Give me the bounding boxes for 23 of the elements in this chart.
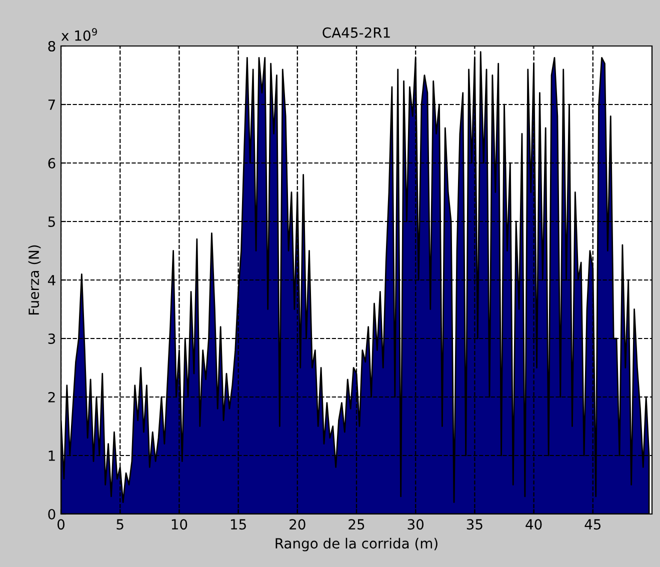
y-tick-label: 7 [48,100,55,110]
y-axis-title: Fuerza (N) [28,245,41,314]
x-tick-label: 5 [116,519,124,530]
chart-title: CA45-2R1 [322,27,390,38]
x-tick-label: 0 [57,519,64,530]
x-tick-label: 45 [584,519,601,530]
x-tick-label: 10 [172,519,188,530]
y-tick-label: 3 [48,333,56,344]
x-tick-label: 40 [526,519,542,530]
y-tick-label: 0 [48,508,56,520]
x-tick-label: 20 [290,519,306,530]
y-tick-label: 1 [48,450,55,461]
y-tick-label: 4 [48,275,56,286]
x-tick-label: 15 [230,519,246,530]
y-tick-label: 5 [48,216,55,227]
x-tick-label: 25 [348,519,364,530]
y-tick-label: 8 [48,40,56,52]
x-tick-label: 35 [466,519,482,530]
x-tick-label: 30 [408,519,424,530]
text: x 10$^{9}$ [61,28,97,41]
y-tick-label: 6 [48,158,56,168]
x-axis-title: Rango de la corrida (m) [276,538,438,552]
y-tick-label: 2 [48,392,55,402]
